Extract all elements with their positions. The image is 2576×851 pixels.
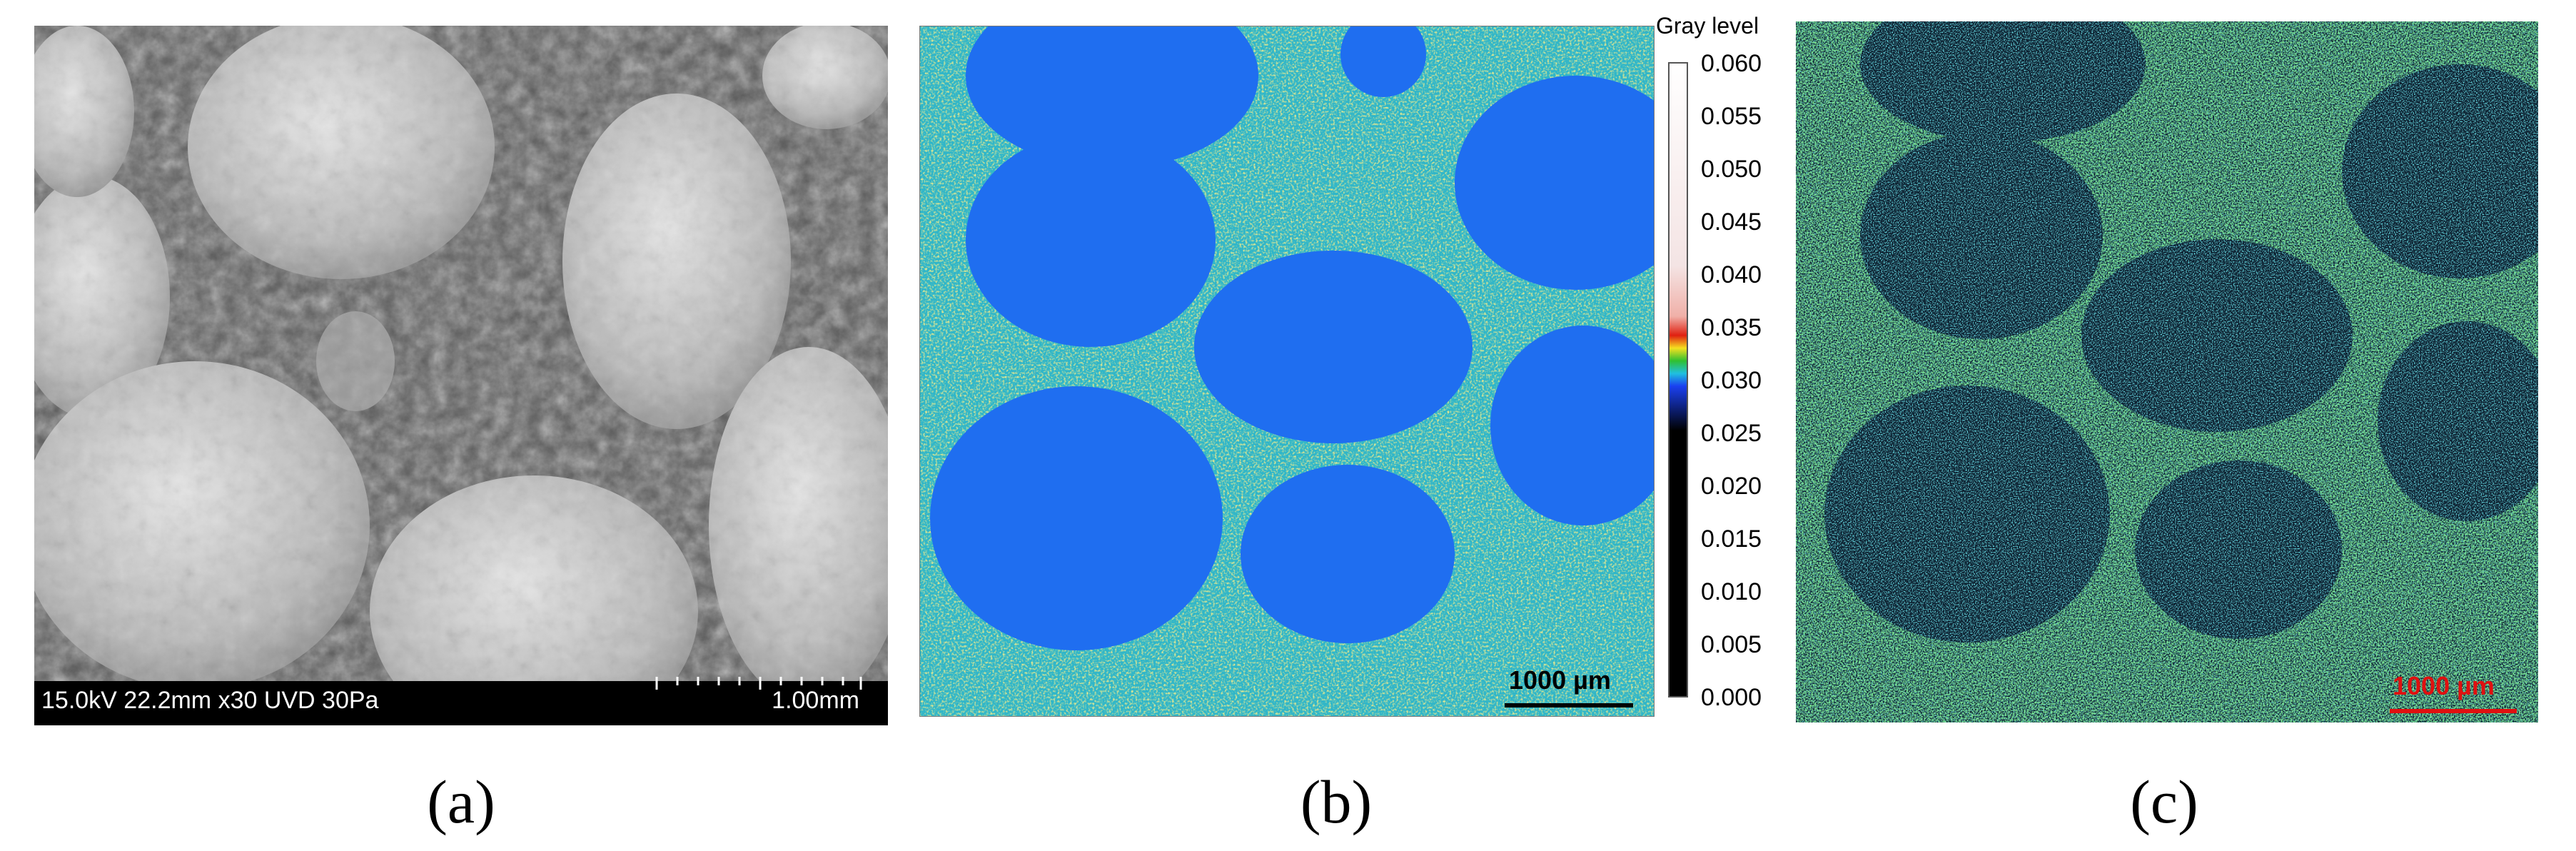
strain-distribution-image [1796, 21, 2538, 722]
caption-a: (a) [427, 767, 495, 836]
colorbar [1668, 62, 1688, 698]
scale-label-c: 1000 µm [2393, 671, 2495, 700]
colorbar-tick: 0.055 [1701, 103, 1762, 130]
scale-label-b: 1000 µm [1509, 665, 1611, 695]
colorbar-tick: 0.060 [1701, 50, 1762, 77]
colorbar-tick: 0.025 [1701, 420, 1762, 447]
sem-micrograph-panel: 15.0kV 22.2mm x30 UVD 30Pa 1.00mm [34, 26, 888, 725]
caption-b: (b) [1300, 767, 1373, 836]
sem-scale-ticks [655, 677, 862, 690]
sem-acquisition-info: 15.0kV 22.2mm x30 UVD 30Pa [41, 687, 379, 714]
colorbar-tick: 0.030 [1701, 367, 1762, 394]
colorbar-tick: 0.010 [1701, 578, 1762, 605]
colorbar-tick: 0.005 [1701, 631, 1762, 658]
colorbar-tick: 0.045 [1701, 208, 1762, 236]
caption-c: (c) [2130, 767, 2198, 836]
strain-distribution-panel: 1000 µm [1796, 21, 2538, 722]
sem-info-bar: 15.0kV 22.2mm x30 UVD 30Pa 1.00mm [34, 677, 888, 725]
colorbar-tick: 0.020 [1701, 473, 1762, 500]
colorbar-tick: 0.035 [1701, 314, 1762, 341]
colorbar-tick: 0.015 [1701, 525, 1762, 553]
boundary-strain-region [919, 26, 1655, 717]
colorbar-tick: 0.040 [1701, 261, 1762, 288]
boundary-strain-region-c [1796, 21, 2538, 722]
colorbar-tick: 0.050 [1701, 156, 1762, 183]
colorbar-tick: 0.000 [1701, 684, 1762, 711]
sem-micrograph-image [34, 26, 888, 681]
gray-level-map-panel: 1000 µm [919, 26, 1655, 717]
sem-scale-label: 1.00mm [772, 687, 859, 714]
gray-level-map-image [919, 26, 1655, 717]
colorbar-title: Gray level [1656, 13, 1759, 39]
